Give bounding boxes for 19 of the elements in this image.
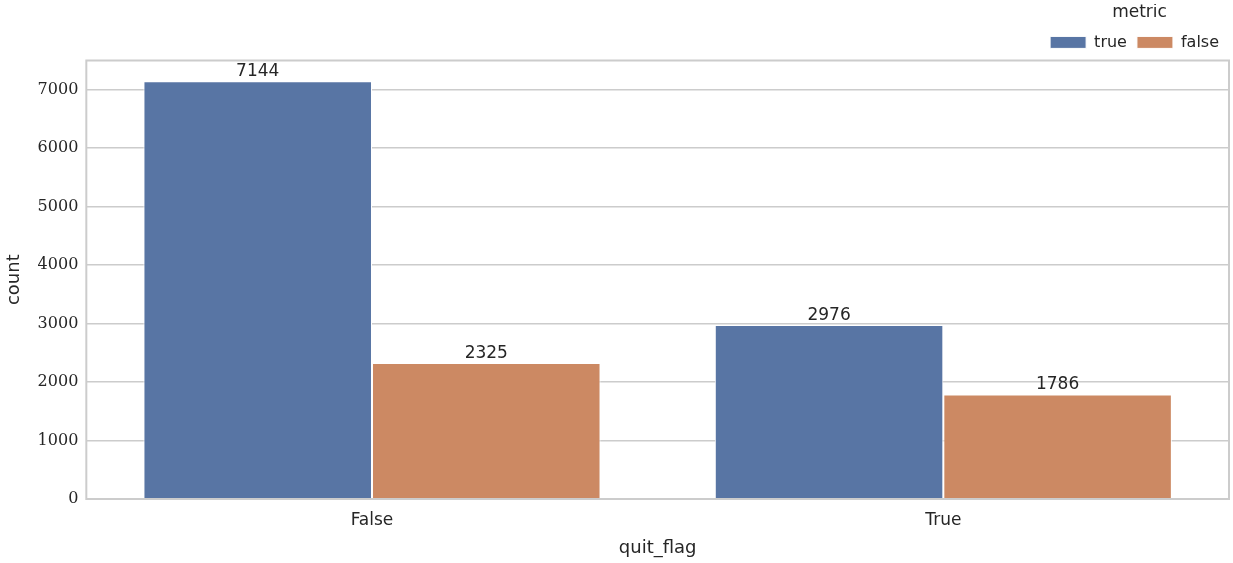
x-axis-title: quit_flag [618, 535, 697, 558]
data-label: 1786 [1035, 373, 1080, 394]
data-label: 7144 [236, 60, 280, 81]
x-tick-label: True [924, 508, 962, 529]
y-tick-label: 1000 [37, 429, 79, 449]
x-tick-label: False [350, 508, 394, 529]
legend-label: true [1094, 31, 1127, 51]
y-tick-label: 3000 [37, 312, 79, 332]
y-tick-label: 6000 [37, 137, 79, 157]
y-tick-label: 0 [68, 488, 79, 508]
legend-label: false [1180, 31, 1219, 51]
y-axis-title: count [2, 254, 24, 306]
y-tick-label: 2000 [37, 371, 79, 391]
data-label: 2976 [807, 303, 851, 324]
y-tick-label: 5000 [37, 195, 79, 215]
y-tick-label: 4000 [37, 254, 79, 274]
y-tick-label: 7000 [37, 78, 79, 98]
data-label: 2325 [464, 341, 508, 362]
legend-title: metric [1112, 0, 1167, 21]
